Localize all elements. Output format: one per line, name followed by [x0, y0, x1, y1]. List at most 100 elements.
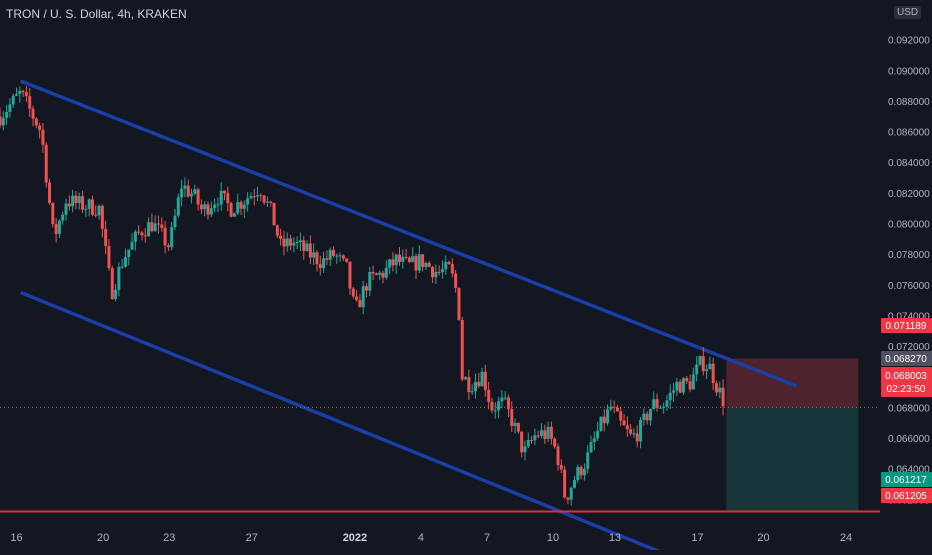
candle-body	[592, 438, 596, 443]
candle-body	[209, 208, 213, 215]
candle-body	[394, 254, 398, 266]
candle-body	[602, 416, 606, 424]
candle-body	[358, 300, 362, 308]
candle-body	[345, 258, 349, 262]
candle-body	[549, 426, 553, 439]
y-tick-label: 0.076000	[888, 281, 930, 292]
candle-body	[107, 246, 111, 269]
candle-body	[559, 464, 563, 470]
candle-body	[516, 422, 520, 432]
candle-body	[510, 409, 514, 426]
candle-body	[381, 272, 385, 278]
candle-body	[100, 205, 104, 229]
y-tick-label: 0.092000	[888, 36, 930, 47]
candle-body	[364, 286, 368, 291]
currency-badge[interactable]: USD	[894, 6, 922, 19]
candle-body	[249, 196, 253, 199]
candle-body	[166, 245, 170, 248]
channel-lower-line[interactable]	[19, 290, 690, 555]
candle-body	[186, 185, 190, 197]
candle-body	[596, 430, 600, 439]
candle-body	[48, 182, 52, 203]
candle-body	[127, 249, 131, 257]
y-tick-label: 0.072000	[888, 342, 930, 353]
candle-body	[5, 112, 9, 118]
candle-body	[74, 195, 78, 203]
candle-body	[457, 287, 461, 320]
candle-body	[487, 389, 491, 402]
candle-body	[609, 406, 613, 410]
y-tick-label: 0.068000	[888, 403, 930, 414]
candle-body	[444, 262, 448, 270]
x-tick-label: 16	[10, 532, 22, 544]
x-tick-label: 4	[418, 532, 424, 544]
candle-body	[500, 397, 504, 402]
candle-body	[140, 232, 144, 236]
candle-body	[691, 374, 695, 390]
candle-body	[688, 381, 692, 390]
candle-body	[153, 223, 157, 232]
candle-body	[411, 256, 415, 262]
candle-body	[615, 407, 619, 412]
price-label-target: 0.061217	[885, 475, 927, 486]
candle-body	[467, 377, 471, 393]
x-tick-label: 2022	[343, 532, 367, 544]
candle-body	[437, 271, 441, 273]
candle-body	[90, 199, 94, 215]
candle-body	[34, 118, 38, 126]
candle-body	[582, 469, 586, 476]
candle-body	[497, 401, 501, 411]
candle-body	[295, 241, 299, 243]
candle-body	[589, 442, 593, 453]
candle-body	[361, 286, 365, 308]
candle-body	[51, 202, 55, 225]
candle-body	[163, 227, 167, 246]
candle-body	[203, 204, 207, 210]
candle-body	[599, 416, 603, 431]
candle-body	[546, 426, 550, 439]
candle-body	[246, 198, 250, 205]
price-label-upper: 0.071189	[886, 321, 927, 332]
candle-body	[622, 420, 626, 426]
candle-body	[530, 440, 534, 442]
price-label-last: 0.068270	[885, 354, 927, 365]
candle-body	[642, 413, 646, 420]
candle-body	[658, 407, 662, 409]
x-tick-label: 10	[547, 532, 559, 544]
y-tick-label: 0.064000	[888, 465, 930, 476]
channel-upper-line[interactable]	[19, 79, 798, 388]
candle-body	[431, 266, 435, 278]
candle-body	[199, 204, 203, 210]
candle-body	[513, 422, 517, 426]
candle-body	[28, 96, 32, 109]
candle-body	[18, 90, 22, 95]
candle-body	[421, 254, 425, 268]
price-label-support: 0.061205	[885, 491, 927, 502]
candle-body	[543, 430, 547, 439]
candle-body	[24, 92, 28, 97]
candle-body	[464, 377, 468, 380]
y-tick-label: 0.090000	[888, 66, 930, 77]
candle-body	[635, 433, 639, 442]
candle-body	[341, 255, 345, 259]
candle-body	[434, 271, 438, 278]
symbol-title: TRON / U. S. Dollar, 4h, KRAKEN	[6, 7, 187, 21]
candle-body	[553, 438, 557, 447]
price-label-support-bg	[881, 488, 932, 503]
candle-body	[378, 272, 382, 275]
candle-body	[190, 193, 194, 197]
candle-body	[196, 189, 200, 205]
candle-body	[586, 452, 590, 470]
candle-body	[645, 413, 649, 421]
candle-body	[305, 243, 309, 251]
candle-body	[213, 204, 217, 209]
candle-body	[414, 256, 418, 271]
candle-body	[8, 104, 12, 113]
candle-body	[388, 259, 392, 268]
candle-body	[265, 201, 269, 203]
candle-body	[440, 269, 444, 272]
candle-body	[665, 400, 669, 407]
y-tick-label: 0.066000	[888, 434, 930, 445]
